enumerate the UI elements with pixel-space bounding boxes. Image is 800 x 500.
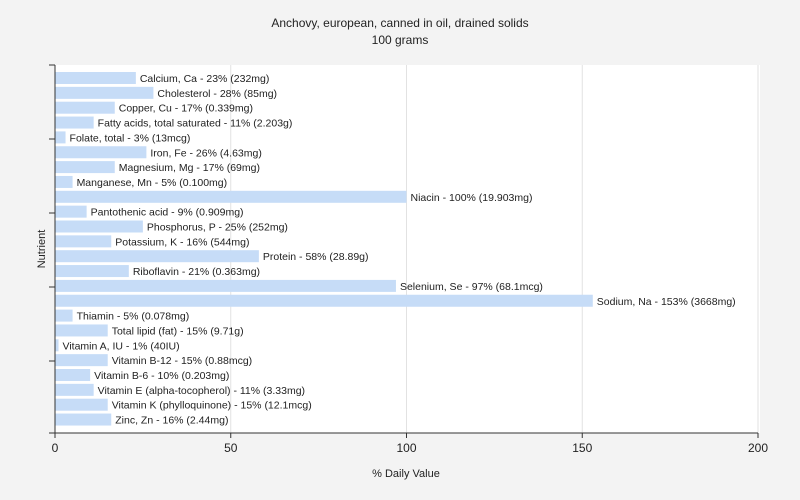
bar-label: Selenium, Se - 97% (68.1mcg) (400, 281, 543, 293)
bar-label: Cholesterol - 28% (85mg) (157, 88, 277, 100)
bars (55, 72, 593, 426)
bar (55, 175, 73, 188)
bar (55, 116, 94, 129)
bar (55, 279, 396, 292)
bar-label: Zinc, Zn - 16% (2.44mg) (115, 415, 228, 427)
x-tick-label: 50 (224, 441, 238, 455)
bar (55, 86, 154, 99)
bar-label: Vitamin K (phylloquinone) - 15% (12.1mcg… (112, 400, 312, 412)
bar (55, 220, 143, 233)
bar (55, 235, 112, 248)
bar (55, 339, 59, 352)
x-tick-label: 200 (748, 441, 768, 455)
bar (55, 354, 108, 367)
bar-label: Folate, total - 3% (13mcg) (70, 132, 191, 144)
bar-label: Fatty acids, total saturated - 11% (2.20… (98, 118, 293, 130)
bar (55, 383, 94, 396)
bar-label: Vitamin B-12 - 15% (0.88mcg) (112, 355, 252, 367)
bar (55, 309, 73, 322)
bar (55, 101, 115, 114)
bar (55, 146, 147, 159)
bar (55, 398, 108, 411)
bar-label: Calcium, Ca - 23% (232mg) (140, 73, 270, 85)
chart-subtitle: 100 grams (372, 33, 429, 47)
bar-label: Sodium, Na - 153% (3668mg) (597, 296, 736, 308)
bar-label: Magnesium, Mg - 17% (69mg) (119, 162, 260, 174)
bar (55, 324, 108, 337)
bar (55, 250, 259, 263)
bar-label: Niacin - 100% (19.903mg) (411, 192, 533, 204)
bar (55, 369, 91, 381)
bar (55, 294, 593, 307)
x-axis-label: % Daily Value (372, 468, 440, 480)
bar (55, 413, 112, 426)
bar (55, 205, 87, 218)
bar-label: Protein - 58% (28.89g) (263, 251, 369, 263)
y-axis-label: Nutrient (36, 230, 48, 269)
bar (55, 131, 66, 144)
chart-title: Anchovy, european, canned in oil, draine… (271, 16, 528, 30)
x-tick-label: 150 (572, 441, 592, 455)
bar-label: Thiamin - 5% (0.078mg) (77, 311, 190, 323)
bar (55, 72, 136, 84)
bar-label: Pantothenic acid - 9% (0.909mg) (91, 207, 244, 219)
bar (55, 161, 115, 174)
bar-label: Vitamin B-6 - 10% (0.203mg) (94, 370, 229, 382)
bar-label: Total lipid (fat) - 15% (9.71g) (112, 325, 244, 337)
bar-label: Vitamin E (alpha-tocopherol) - 11% (3.33… (98, 385, 305, 397)
bar-label: Copper, Cu - 17% (0.339mg) (119, 103, 253, 115)
bar-label: Vitamin A, IU - 1% (40IU) (63, 340, 180, 352)
plot-background (55, 65, 760, 433)
x-ticks: 0 50 100 150 200 (52, 433, 768, 455)
gridlines (230, 65, 759, 433)
bar-label: Phosphorus, P - 25% (252mg) (147, 222, 288, 234)
x-tick-label: 0 (52, 441, 59, 455)
x-tick-label: 100 (396, 441, 416, 455)
bar-label: Potassium, K - 16% (544mg) (115, 236, 249, 248)
bar (55, 265, 129, 278)
bar-label: Manganese, Mn - 5% (0.100mg) (77, 177, 228, 189)
bar (55, 190, 407, 203)
bar-label: Riboflavin - 21% (0.363mg) (133, 266, 260, 278)
bar-label: Iron, Fe - 26% (4.63mg) (150, 147, 261, 159)
bar-labels: Calcium, Ca - 23% (232mg) Cholesterol - 2… (63, 73, 736, 427)
